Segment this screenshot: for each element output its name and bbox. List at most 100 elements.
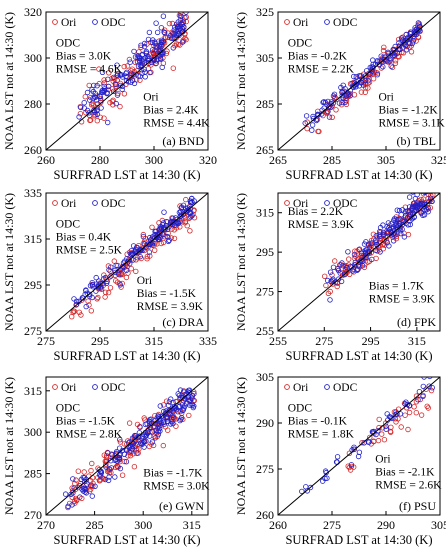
point-odc	[407, 31, 413, 37]
point-odc	[367, 64, 373, 71]
point-ori	[121, 63, 127, 70]
x-axis-label: SURFRAD LST at 14:30 (K)	[53, 533, 200, 547]
point-ori	[86, 302, 92, 308]
y-tick-label: 335	[24, 186, 42, 200]
point-odc	[82, 489, 88, 495]
point-odc	[142, 74, 148, 80]
point-odc	[422, 207, 428, 214]
point-odc	[385, 49, 391, 55]
point-ori	[423, 386, 429, 392]
point-odc	[149, 39, 156, 46]
y-tick-label: 270	[24, 508, 42, 522]
scatter-panel-tbl: 265 285 305 325 265 285 305 325 NOAA LST not at …	[234, 5, 446, 182]
point-odc	[415, 397, 421, 403]
point-odc	[105, 76, 111, 82]
point-odc	[92, 90, 98, 97]
point-odc	[105, 477, 112, 484]
point-ori	[425, 405, 431, 411]
odc-rmse: RMSE = 2.5K	[56, 245, 123, 257]
point-odc	[156, 425, 163, 432]
x-tick-label: 275	[37, 334, 55, 348]
point-ori	[329, 114, 335, 120]
x-tick-label: 325	[431, 153, 446, 167]
point-ori	[389, 64, 396, 71]
point-odc	[99, 69, 106, 75]
point-odc	[93, 274, 99, 281]
point-ori	[97, 114, 103, 120]
point-odc	[309, 127, 315, 133]
point-odc	[135, 73, 142, 79]
point-ori	[392, 60, 399, 66]
point-odc	[342, 271, 348, 278]
point-odc	[106, 474, 112, 480]
point-odc	[146, 29, 153, 36]
legend: Ori ODC	[52, 382, 126, 394]
point-odc	[426, 193, 430, 194]
point-ori	[346, 256, 352, 262]
point-odc	[157, 403, 163, 409]
point-ori	[381, 44, 387, 50]
point-odc	[128, 248, 135, 254]
point-odc	[407, 40, 413, 47]
x-tick-label: 320	[199, 153, 217, 167]
point-ori	[164, 427, 171, 433]
point-odc	[87, 97, 93, 103]
y-tick-label: 260	[24, 143, 42, 157]
point-odc	[369, 240, 375, 246]
y-tick-label: 300	[24, 425, 42, 439]
x-tick-label: 285	[86, 518, 104, 532]
ori-bias: Bias = -1.5K	[137, 288, 197, 300]
point-odc	[147, 424, 153, 430]
point-ori	[138, 44, 144, 50]
ori-bias: Bias = 2.4K	[143, 104, 199, 116]
point-odc	[158, 37, 165, 43]
point-ori	[177, 12, 184, 16]
point-ori	[72, 486, 79, 493]
scatter-panel-fpk: 255 275 295 315 255 275 295 315 NOAA LST not at …	[234, 184, 441, 363]
point-odc	[330, 100, 336, 106]
y-tick-label: 275	[256, 462, 274, 476]
point-odc	[103, 280, 110, 286]
point-odc	[359, 250, 365, 257]
point-odc	[420, 212, 426, 218]
point-odc	[104, 90, 110, 96]
point-odc	[155, 236, 161, 242]
point-ori	[400, 34, 406, 40]
point-odc	[325, 108, 331, 115]
point-odc	[166, 399, 173, 405]
point-odc	[69, 502, 75, 508]
point-odc	[147, 69, 153, 76]
point-odc	[410, 38, 417, 44]
point-odc	[362, 249, 369, 256]
point-odc	[431, 184, 436, 189]
point-ori	[107, 285, 114, 291]
point-odc	[176, 403, 183, 409]
legend: Ori ODC	[52, 198, 126, 210]
point-odc	[152, 228, 158, 235]
point-odc	[145, 55, 151, 62]
point-odc	[373, 431, 379, 438]
point-odc	[137, 424, 143, 430]
point-ori	[388, 429, 394, 435]
point-ori	[141, 415, 147, 421]
point-odc	[91, 82, 97, 89]
legend-marker-ori	[52, 19, 58, 25]
point-odc	[71, 485, 77, 491]
point-odc	[386, 243, 392, 249]
point-odc	[318, 111, 325, 117]
point-ori	[304, 125, 310, 132]
point-odc	[324, 475, 330, 481]
legend-label-ori: Ori	[61, 198, 76, 210]
y-tick-label: 275	[256, 285, 274, 299]
x-tick-label: 295	[362, 334, 380, 348]
point-ori	[144, 256, 150, 262]
point-odc	[337, 270, 343, 276]
point-odc	[392, 411, 399, 418]
point-odc	[427, 377, 433, 380]
point-odc	[174, 219, 180, 226]
x-tick-label: 305	[377, 153, 395, 167]
legend-marker-odc	[324, 19, 330, 25]
point-ori	[160, 402, 167, 408]
